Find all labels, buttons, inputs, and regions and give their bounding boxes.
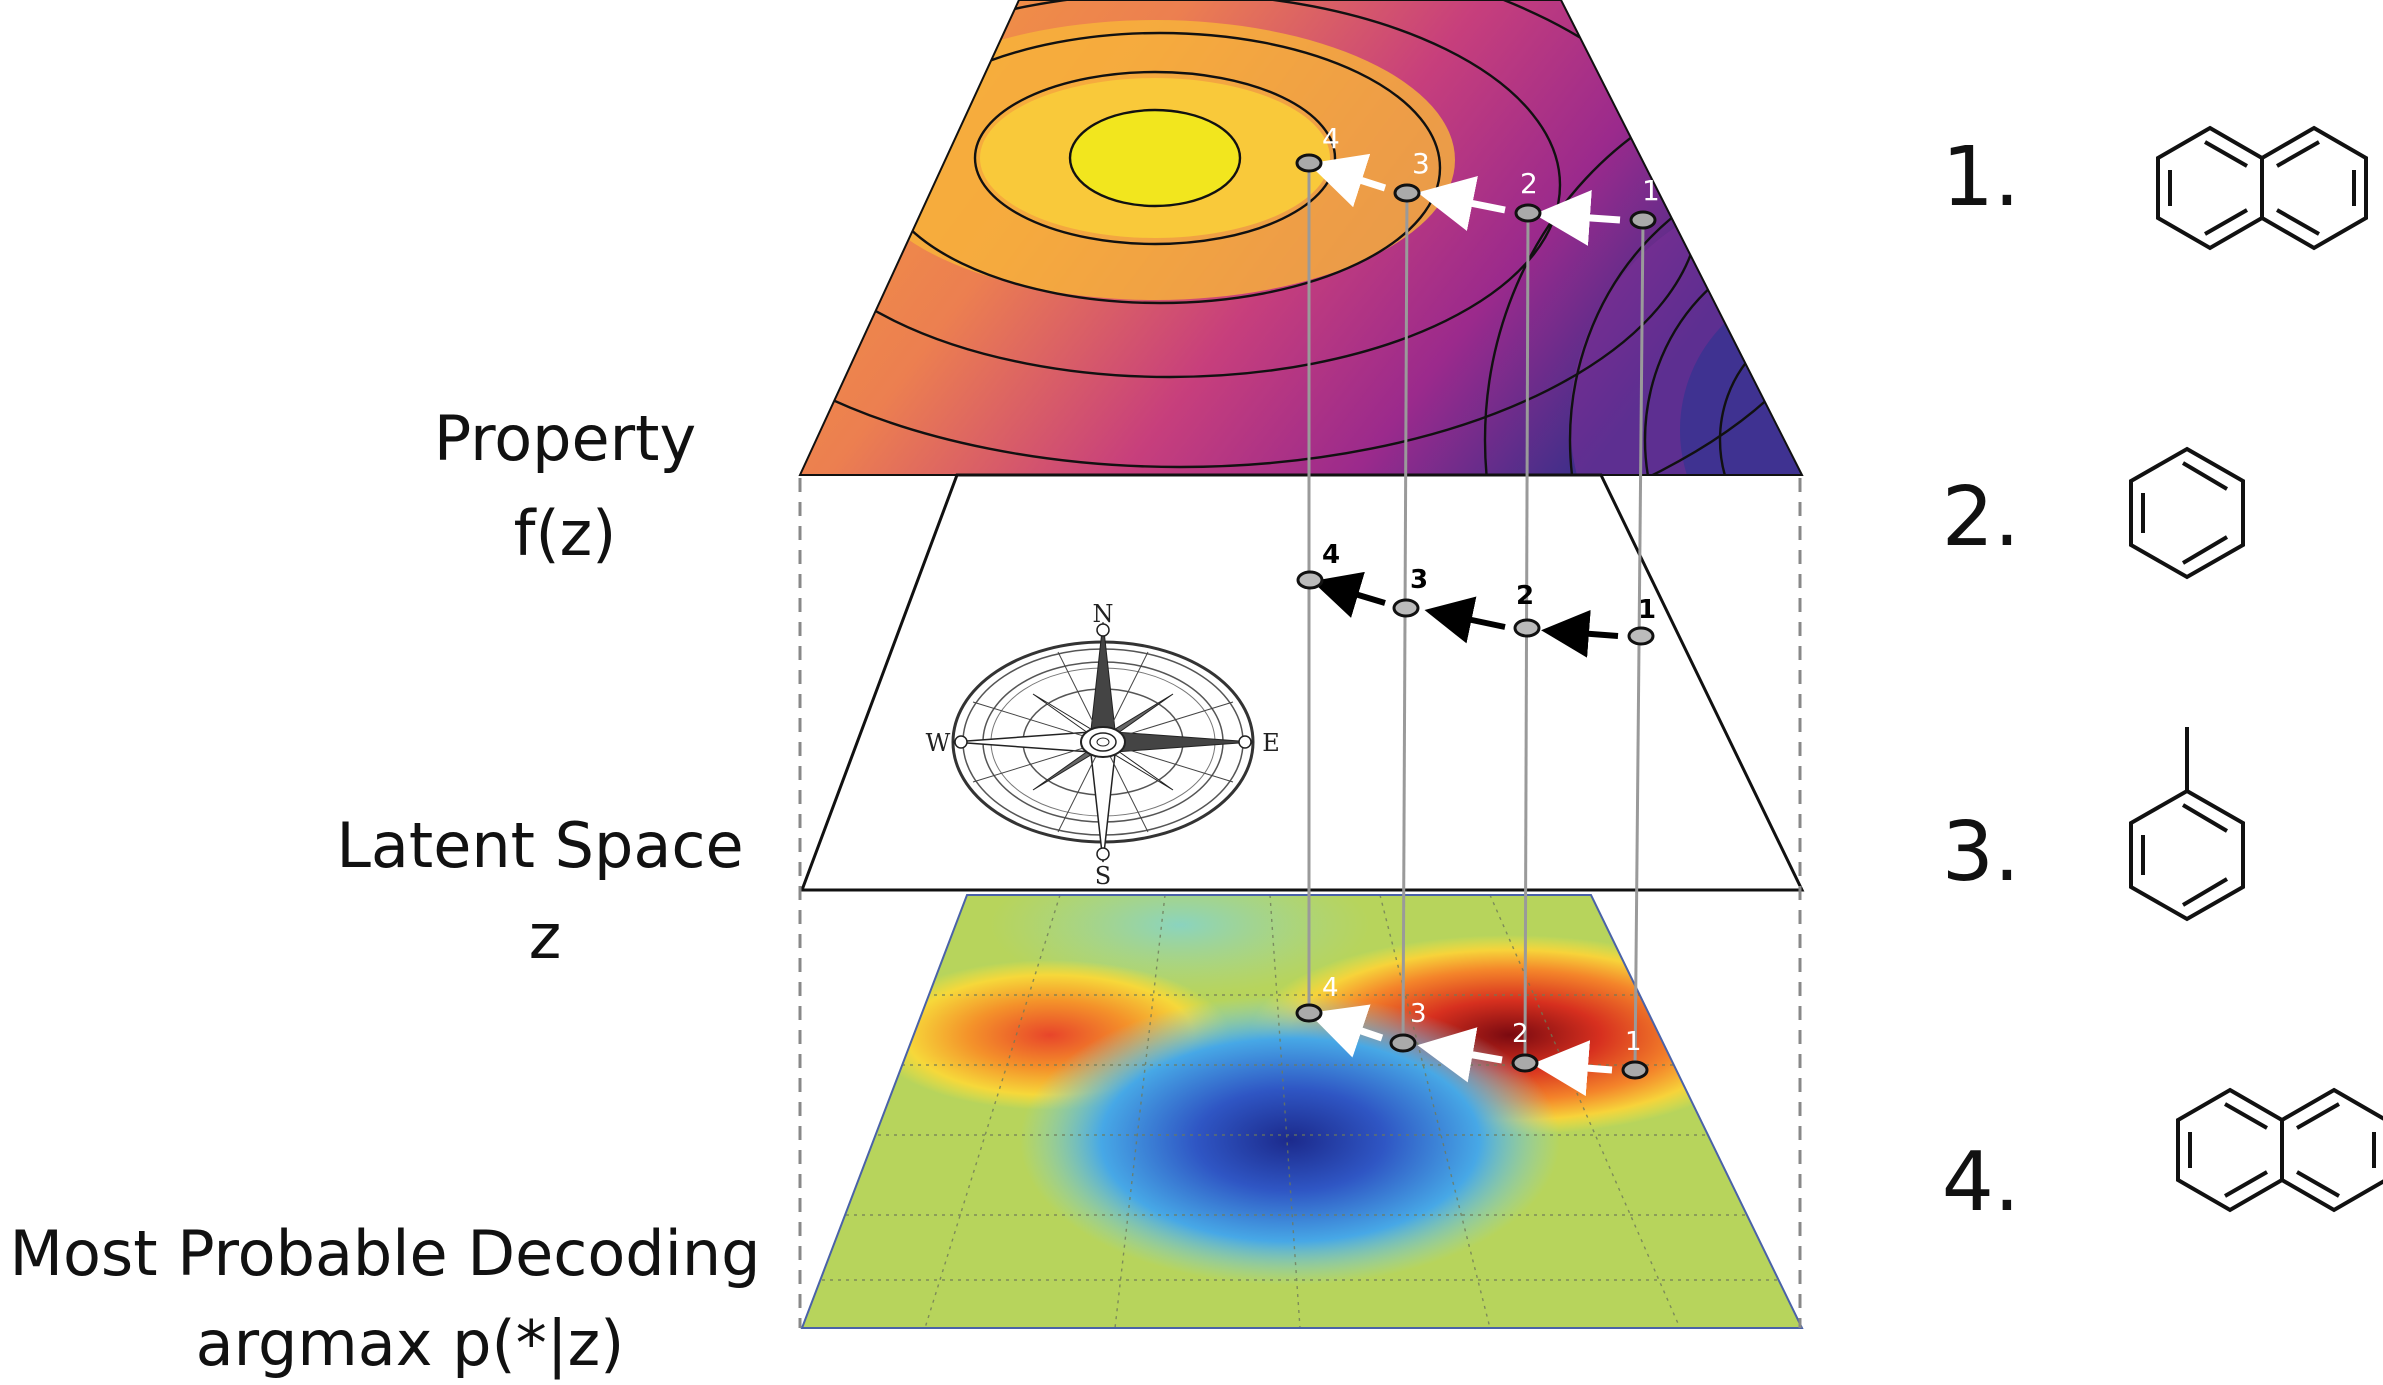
latent-label: Latent Space xyxy=(336,809,743,882)
latent-label-1: 1 xyxy=(1638,595,1656,625)
decoding-label-1: 1 xyxy=(1625,1027,1642,1057)
molecule-3-toluene-icon xyxy=(2129,727,2245,922)
path-label-4: 4 xyxy=(1322,122,1340,155)
latent-path: 1 2 3 4 xyxy=(1296,540,1656,658)
decoding-point-4 xyxy=(1295,1003,1323,1023)
decoding-label: Most Probable Decoding xyxy=(9,1217,760,1290)
decoding-point-3 xyxy=(1389,1033,1417,1053)
path-point-4 xyxy=(1295,153,1323,173)
decoding-point-1 xyxy=(1621,1060,1649,1080)
molecule-number-4: 4. xyxy=(1942,1135,2020,1230)
molecule-number-3: 3. xyxy=(1942,805,2020,900)
molecule-4-naphthalene-icon xyxy=(2176,1087,2383,1213)
compass-east-label: E xyxy=(1262,729,1280,757)
compass-west-label: W xyxy=(926,729,951,757)
compass-north-label: N xyxy=(1093,600,1114,628)
decoding-point-2 xyxy=(1511,1053,1539,1073)
path-label-3: 3 xyxy=(1412,147,1430,180)
decoding-formula-label: argmax p(*|z) xyxy=(196,1307,625,1381)
path-point-3 xyxy=(1393,183,1421,203)
decoding-label-3: 3 xyxy=(1410,999,1427,1029)
path-point-2 xyxy=(1514,203,1542,223)
compass-rose: N S W E xyxy=(926,600,1280,890)
latent-variable-label: z xyxy=(529,900,562,973)
decoding-surface xyxy=(800,894,1804,1329)
path-label-2: 2 xyxy=(1520,167,1538,200)
molecule-1-naphthalene-icon xyxy=(2156,125,2368,251)
layer-guides xyxy=(798,478,1802,1328)
latent-plane xyxy=(799,473,1805,892)
property-path: 1 2 3 4 xyxy=(1295,122,1660,246)
property-label: Property xyxy=(434,402,696,475)
latent-point-2 xyxy=(1513,618,1541,638)
property-function-label: f(z) xyxy=(514,497,617,570)
latent-label-4: 4 xyxy=(1322,540,1340,570)
decoding-path: 1 2 3 4 xyxy=(1295,973,1649,1097)
latent-point-1 xyxy=(1627,626,1655,646)
decoding-label-4: 4 xyxy=(1322,973,1339,1003)
compass-south-label: S xyxy=(1095,862,1111,890)
molecule-number-2: 2. xyxy=(1942,470,2020,565)
path-point-1 xyxy=(1629,210,1657,230)
path-label-1: 1 xyxy=(1642,174,1660,207)
molecule-number-1: 1. xyxy=(1942,130,2020,225)
property-peak xyxy=(1070,110,1240,206)
latent-label-2: 2 xyxy=(1516,581,1534,611)
latent-label-3: 3 xyxy=(1410,565,1428,595)
decoding-label-2: 2 xyxy=(1512,1019,1529,1049)
latent-point-3 xyxy=(1392,598,1420,618)
latent-point-4 xyxy=(1296,570,1324,590)
molecule-2-benzene-icon xyxy=(2129,446,2245,580)
